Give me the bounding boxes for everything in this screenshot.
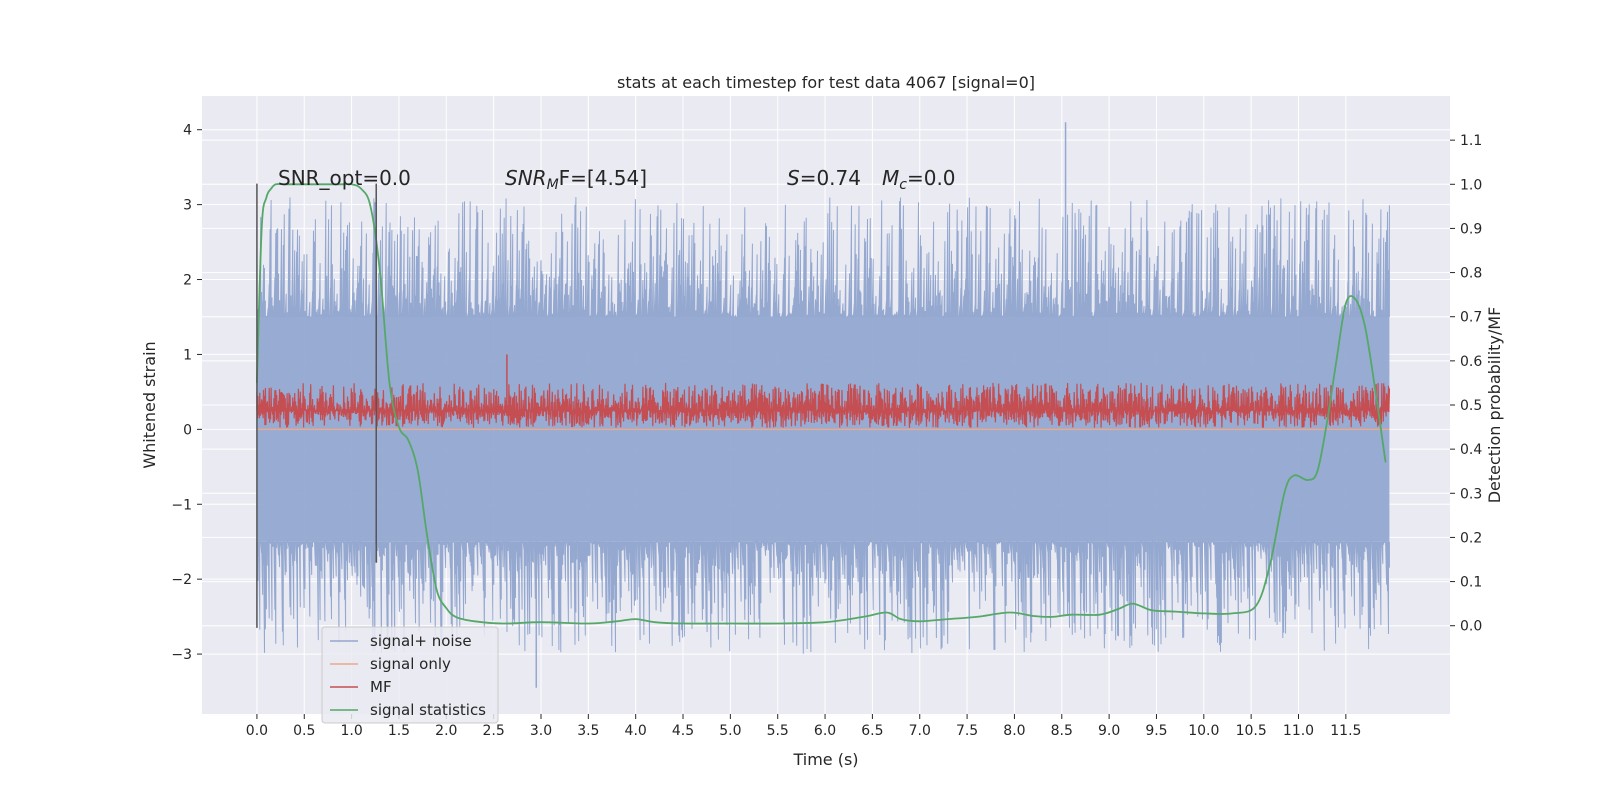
y2-axis-ticks: 1.1 1.0 0.9 0.8 0.7 0.6 0.5 0.4 0.3 0.2 0.1 0.0: [1450, 133, 1482, 635]
x-tick-label: 1.0: [340, 723, 362, 739]
noise-trace-lower: [256, 539, 1390, 654]
x-tick-label: 7.5: [956, 723, 978, 739]
legend: signal+ noise signal only MF signal stat…: [321, 626, 499, 724]
x-tick-label: 6.0: [814, 723, 836, 739]
series-mf: [256, 354, 1390, 428]
noise-trace-upper: [256, 197, 1390, 319]
y-axis-label: Whitened strain: [140, 341, 159, 468]
y2-tick-label: 0.2: [1460, 530, 1482, 546]
y2-tick-label: 0.7: [1460, 310, 1482, 326]
x-tick-label: 0.5: [293, 723, 315, 739]
annotation-snr-mf: SNRMF=[4.54]: [505, 166, 647, 193]
legend-box: [321, 626, 499, 724]
x-axis-ticks: 0.0 0.5 1.0 1.5 2.0 2.5 3.0 3.5 4.0 4.5 5.0 5.5 6.0 6…: [246, 714, 1361, 739]
annotation-mc-value: =0.0: [907, 166, 956, 190]
x-tick-label: 0.0: [246, 723, 268, 739]
x-tick-label: 3.0: [530, 723, 552, 739]
x-tick-label: 3.5: [577, 723, 599, 739]
x-tick-label: 4.5: [672, 723, 694, 739]
y-tick-label: 2: [183, 273, 192, 289]
x-tick-label: 6.5: [861, 723, 883, 739]
signal-statistics-line: [256, 183, 1387, 625]
y2-tick-label: 0.9: [1460, 221, 1482, 237]
x-axis-label: Time (s): [792, 750, 858, 769]
annotation-mc: Mc=0.0: [882, 166, 956, 193]
y-tick-label: −3: [171, 647, 192, 663]
y2-tick-label: 1.1: [1460, 133, 1482, 149]
y-tick-label: −2: [171, 572, 192, 588]
y-axis-ticks: 4 3 2 1 0 −1 −2 −3: [171, 123, 202, 663]
legend-label-mf: MF: [370, 678, 392, 696]
annotation-s-value: =0.74: [800, 166, 861, 190]
x-tick-label: 7.0: [909, 723, 931, 739]
x-tick-label: 5.0: [719, 723, 741, 739]
y2-tick-label: 1.0: [1460, 177, 1482, 193]
y2-tick-label: 0.4: [1460, 442, 1482, 458]
x-tick-label: 9.5: [1145, 723, 1167, 739]
x-tick-label: 11.5: [1330, 723, 1361, 739]
x-tick-label: 8.5: [1051, 723, 1073, 739]
vertical-markers: [256, 183, 377, 628]
y2-tick-label: 0.8: [1460, 266, 1482, 282]
x-tick-label: 5.5: [767, 723, 789, 739]
y2-axis-label: Detection probability/MF: [1485, 307, 1504, 504]
legend-label-signal-noise: signal+ noise: [370, 632, 472, 650]
y-tick-label: 0: [183, 422, 192, 438]
annotation-mc-subscript: c: [899, 177, 907, 193]
y2-tick-label: 0.0: [1460, 619, 1482, 635]
y2-tick-label: 0.3: [1460, 486, 1482, 502]
annotation-snr-opt: SNR_opt=0.0: [278, 166, 411, 190]
annotation-snr-mf-subscript: M: [547, 177, 559, 193]
x-tick-label: 2.0: [435, 723, 457, 739]
y2-tick-label: 0.6: [1460, 354, 1482, 370]
legend-label-signal-statistics: signal statistics: [370, 701, 486, 719]
x-tick-label: 2.5: [483, 723, 505, 739]
annotation-snr-mf-value: F=[4.54]: [559, 166, 647, 190]
x-tick-label: 11.0: [1283, 723, 1314, 739]
annotation-s: S=0.74: [787, 166, 861, 190]
annotation-s-symbol: S: [787, 166, 800, 190]
x-tick-label: 10.5: [1236, 723, 1267, 739]
series-signal-statistics: [256, 183, 1387, 625]
x-tick-label: 8.0: [1003, 723, 1025, 739]
x-tick-label: 4.0: [625, 723, 647, 739]
y-tick-label: 4: [183, 123, 192, 139]
y-tick-label: 3: [183, 198, 192, 214]
mf-trace: [256, 382, 1390, 428]
annotation-mc-symbol: M: [882, 166, 899, 190]
x-tick-label: 10.0: [1188, 723, 1219, 739]
legend-label-signal-only: signal only: [370, 655, 451, 673]
annotation-snr-mf-symbol: SNR: [505, 166, 547, 190]
x-tick-label: 9.0: [1098, 723, 1120, 739]
x-tick-label: 1.5: [388, 723, 410, 739]
y-tick-label: −1: [171, 497, 192, 513]
y2-tick-label: 0.1: [1460, 575, 1482, 591]
y-tick-label: 1: [183, 347, 192, 363]
chart-title: stats at each timestep for test data 406…: [617, 73, 1035, 92]
y2-tick-label: 0.5: [1460, 398, 1482, 414]
